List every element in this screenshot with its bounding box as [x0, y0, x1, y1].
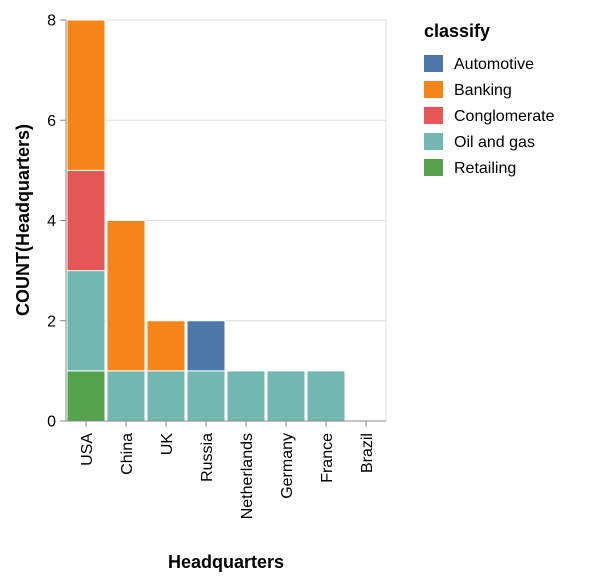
- legend-label-conglomerate: Conglomerate: [454, 108, 555, 125]
- x-tick-label-uk: UK: [159, 433, 176, 456]
- legend-swatch-retailing: [424, 159, 443, 176]
- legend-swatch-conglomerate: [424, 107, 443, 124]
- x-tick-label-france: France: [319, 433, 336, 483]
- legend-swatch-oil-and-gas: [424, 133, 443, 150]
- bar-segment-china-oil-and-gas: [106, 370, 146, 422]
- y-axis-ticks: 0 2 4 6 8: [47, 13, 66, 431]
- y-tick-label: 8: [47, 13, 56, 30]
- bar-segment-usa-banking: [66, 19, 106, 171]
- bar-segment-russia-oil-and-gas: [186, 370, 226, 422]
- legend: classify Automotive Banking Conglomerate Oi…: [424, 21, 555, 177]
- bar-segment-germany-oil-and-gas: [266, 370, 306, 422]
- y-axis-title: COUNT(Headquarters): [13, 124, 33, 316]
- bar-segment-usa-conglomerate: [66, 169, 106, 272]
- legend-swatch-automotive: [424, 55, 443, 72]
- legend-label-oil-and-gas: Oil and gas: [454, 134, 535, 151]
- y-tick-label: 2: [47, 313, 56, 330]
- x-axis-title: Headquarters: [168, 552, 284, 572]
- x-tick-label-usa: USA: [79, 433, 96, 466]
- x-tick-label-china: China: [119, 433, 136, 475]
- bar-segment-russia-automotive: [186, 320, 226, 372]
- bar-segment-uk-oil-and-gas: [146, 370, 186, 422]
- bar-segment-usa-retailing: [66, 370, 106, 422]
- legend-title: classify: [424, 21, 490, 41]
- bar-segment-uk-banking: [146, 320, 186, 372]
- bar-segment-netherlands-oil-and-gas: [226, 370, 266, 422]
- bar-segment-china-banking: [106, 220, 146, 372]
- y-tick-label: 6: [47, 113, 56, 130]
- x-tick-label-netherlands: Netherlands: [239, 433, 256, 519]
- legend-label-automotive: Automotive: [454, 56, 534, 73]
- bar-segment-france-oil-and-gas: [306, 370, 346, 422]
- bar-stacks: [66, 19, 346, 422]
- x-tick-label-germany: Germany: [279, 433, 296, 499]
- x-axis-ticks: USA China UK Russia Netherlands Germany France…: [79, 421, 376, 519]
- y-tick-label: 4: [47, 213, 56, 230]
- x-tick-label-brazil: Brazil: [359, 433, 376, 473]
- y-tick-label: 0: [47, 414, 56, 431]
- bar-segment-usa-oil-and-gas: [66, 270, 106, 372]
- legend-label-banking: Banking: [454, 82, 512, 99]
- legend-label-retailing: Retailing: [454, 160, 516, 177]
- x-tick-label-russia: Russia: [199, 433, 216, 482]
- legend-swatch-banking: [424, 81, 443, 98]
